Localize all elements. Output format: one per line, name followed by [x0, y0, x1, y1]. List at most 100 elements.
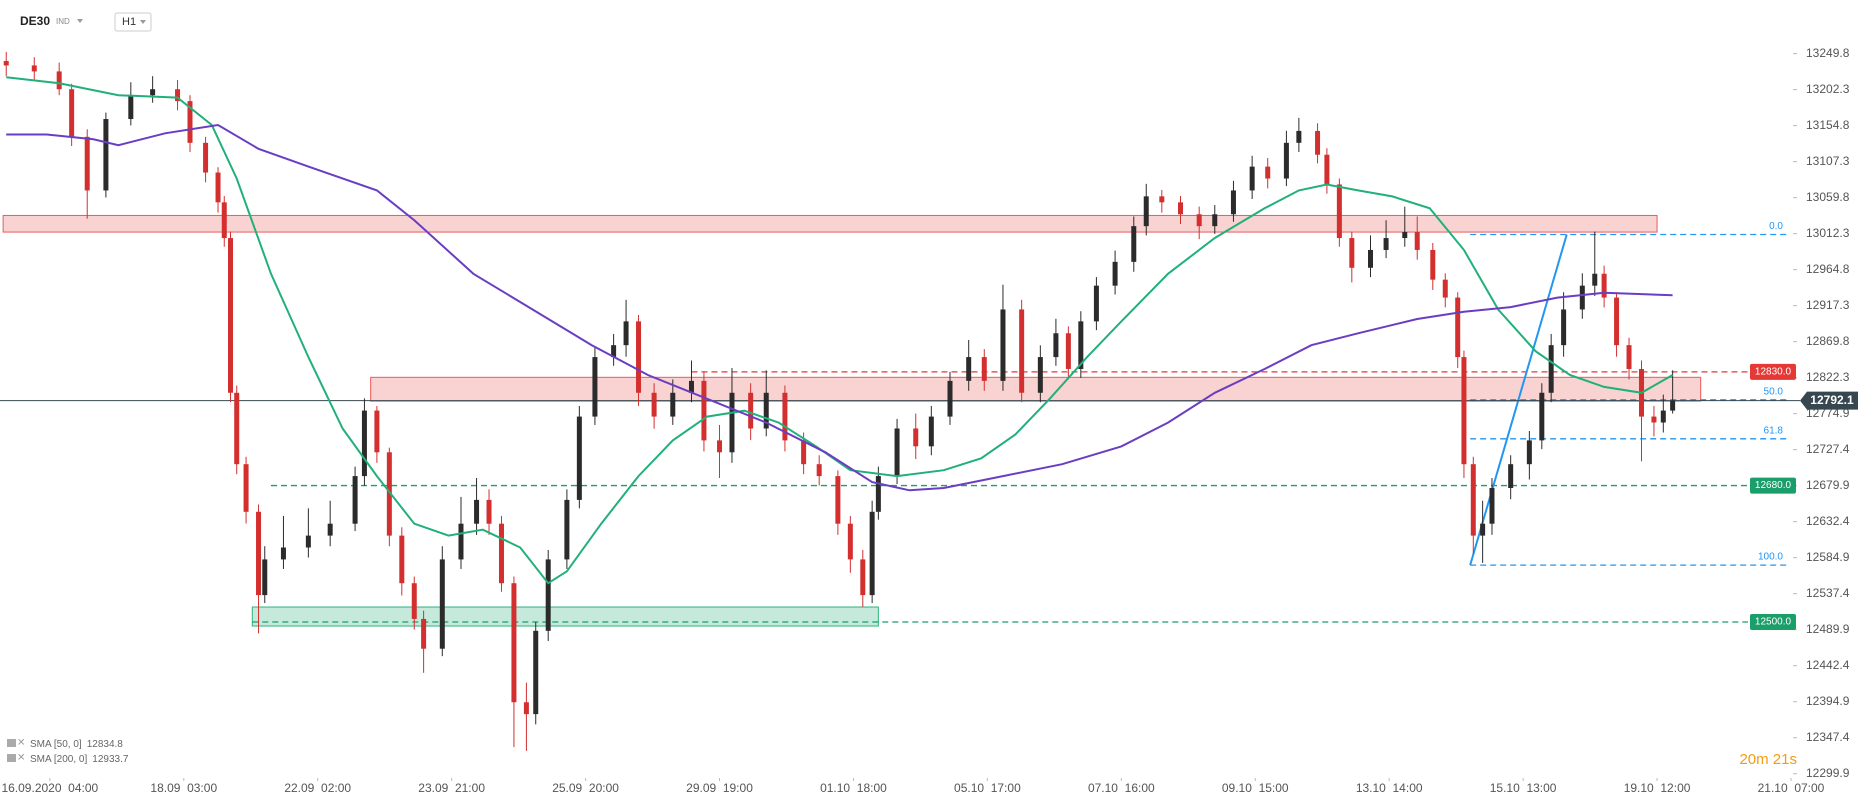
y-tick-label: 12869.8 [1806, 334, 1850, 348]
candle-body [564, 499, 570, 560]
x-tick-label: 13.10 14:00 [1356, 781, 1423, 795]
y-tick-label: 12584.9 [1806, 550, 1850, 564]
y-tick-label: 12442.4 [1806, 658, 1850, 672]
symbol[interactable]: DE30 [20, 14, 50, 28]
candle-body [103, 119, 109, 191]
y-tick-label: 13154.8 [1806, 118, 1850, 132]
candle-body [1414, 232, 1420, 250]
candle-body [1196, 214, 1202, 227]
candle-body [150, 89, 156, 96]
candle-body [1383, 238, 1389, 250]
candle-body [717, 440, 723, 453]
candle-body [636, 321, 642, 393]
candle-body [592, 357, 598, 417]
candle-body [327, 523, 333, 536]
candle-body [1402, 232, 1408, 239]
candle-body [361, 410, 367, 477]
x-tick-label: 09.10 15:00 [1222, 781, 1289, 795]
candle-body [280, 547, 286, 560]
candle-body [305, 535, 311, 548]
legend-close[interactable]: ✕ [17, 738, 25, 749]
candle-body [1480, 523, 1486, 536]
candle-body [1670, 400, 1676, 411]
fib-label: 50.0 [1764, 386, 1784, 397]
y-tick-label: 13059.8 [1806, 190, 1850, 204]
timeframe-box[interactable] [114, 12, 152, 32]
legend-name: SMA [200, 0] [30, 754, 87, 765]
candle-body [399, 535, 405, 584]
candle-body [1470, 464, 1476, 536]
legend-entry: SMA [200, 0] 12933.7 [30, 754, 129, 765]
x-tick-label: 23.09 21:00 [418, 781, 485, 795]
candle-body [670, 392, 676, 417]
candle-body [860, 559, 866, 596]
candle-body [3, 61, 9, 66]
candle-body [576, 416, 582, 500]
candle-body [1579, 285, 1585, 310]
candle-body [474, 499, 480, 524]
x-tick-label: 07.10 16:00 [1088, 781, 1155, 795]
candle-body [523, 702, 529, 715]
candle-body [1283, 142, 1289, 179]
candle-body [215, 172, 221, 203]
candle-body [128, 95, 134, 120]
candle-body [1112, 261, 1118, 286]
candle-body [782, 392, 788, 441]
candle-body [869, 511, 875, 596]
candle-body [1614, 297, 1620, 346]
candle-body [486, 499, 492, 524]
candle-body [835, 476, 841, 524]
candle-body [421, 618, 427, 649]
y-tick-label: 12822.3 [1806, 370, 1850, 384]
candle-body [31, 65, 37, 72]
legend-icon[interactable] [7, 739, 16, 747]
x-tick-label: 21.10 07:00 [1758, 781, 1825, 795]
candle-body [411, 583, 417, 619]
legend-icon[interactable] [7, 754, 16, 762]
candle-body [175, 89, 181, 102]
last-price-box [1800, 391, 1858, 410]
x-tick-label: 19.10 12:00 [1624, 781, 1691, 795]
candle-body [1461, 357, 1467, 465]
timeframe[interactable]: H1 [122, 16, 136, 28]
candle-body [256, 511, 262, 596]
y-tick-label: 12632.4 [1806, 514, 1850, 528]
candle-body [262, 559, 268, 596]
candle-body [1336, 184, 1342, 239]
fib-trendline [1469, 234, 1568, 566]
candle-body [748, 392, 754, 429]
candle-body [511, 583, 517, 703]
y-tick-label: 12347.4 [1806, 730, 1850, 744]
candle-body [386, 452, 392, 536]
candle-body [203, 142, 209, 173]
price-zone [251, 606, 879, 627]
plot-area: 13249.8 13202.3 13154.8 13107.3 13059.8 13012… [0, 46, 1858, 795]
candle-body [243, 464, 249, 512]
candle-body [847, 523, 853, 560]
candle-body [533, 630, 539, 715]
candle-body [187, 101, 193, 143]
candle-body [1539, 392, 1545, 441]
candle-body [1442, 279, 1448, 298]
dropdown-arrow[interactable] [77, 19, 83, 23]
fib-label: 100.0 [1758, 552, 1783, 563]
y-tick-label: 12917.3 [1806, 298, 1850, 312]
legend-close[interactable]: ✕ [17, 753, 25, 764]
x-tick-label: 18.09 03:00 [150, 781, 217, 795]
candle-body [928, 416, 934, 447]
candle-body [1159, 196, 1165, 203]
level-label: 12500.0 [1755, 617, 1792, 628]
candle-body [1324, 154, 1330, 185]
candle-body [1265, 166, 1271, 179]
x-tick-label: 05.10 17:00 [954, 781, 1021, 795]
legend-value: 12834.8 [87, 739, 124, 750]
y-tick-label: 13202.3 [1806, 82, 1850, 96]
fib-label: 61.8 [1764, 425, 1784, 436]
price-zone [2, 214, 1658, 233]
candle-body [84, 136, 90, 191]
y-tick-label: 12727.4 [1806, 442, 1850, 456]
dropdown-arrow[interactable] [140, 20, 146, 24]
candle-body [688, 380, 694, 393]
candle-body [1143, 196, 1149, 227]
